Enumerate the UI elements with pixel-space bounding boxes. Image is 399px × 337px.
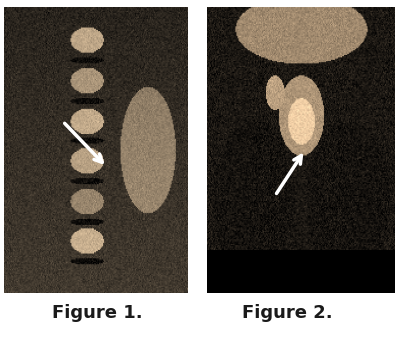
Text: Figure 2.: Figure 2. <box>242 304 333 322</box>
Text: Figure 1.: Figure 1. <box>52 304 143 322</box>
